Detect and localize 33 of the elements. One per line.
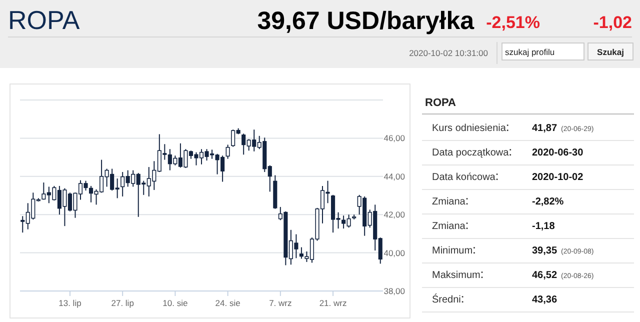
x-tick-label: 10. sie xyxy=(162,298,188,308)
category-label: Średni xyxy=(432,294,461,306)
x-tick-label: 13. lip xyxy=(58,298,82,308)
category-label: Minimum xyxy=(432,246,473,256)
text: -1,02 xyxy=(593,13,632,32)
category-label: Data końcowa xyxy=(432,172,496,183)
y-tick-label: 44,00 xyxy=(384,171,406,182)
category-label: Data początkowa xyxy=(432,148,510,158)
y-tick-label: 38,00 xyxy=(384,286,406,296)
y-tick-label: 40,00 xyxy=(384,248,406,258)
text: 2020-06-30 xyxy=(532,148,584,158)
chart-title: ROPA xyxy=(8,5,80,35)
category-label: Maksimum xyxy=(432,270,480,281)
text: -1,18 xyxy=(532,221,555,232)
search-button: Szukaj xyxy=(588,42,634,60)
text: -2,82% xyxy=(532,196,564,208)
y-tick-label: 42,00 xyxy=(384,210,406,220)
x-tick-label: 27. lip xyxy=(111,298,134,308)
chart-subtitle: 39,67 USD/baryłka xyxy=(257,7,476,35)
category-label: Zmiana xyxy=(432,221,466,232)
x-tick-label: 7. wrz xyxy=(269,298,292,308)
category-label: Kurs odniesienia xyxy=(432,123,506,134)
candlestick xyxy=(226,144,230,160)
text: 43,36 xyxy=(532,294,558,306)
search-field: szukaj profilu xyxy=(502,42,584,60)
text: 2020-10-02 xyxy=(532,172,584,183)
x-tick-label: 21. wrz xyxy=(319,298,347,308)
y-tick-label: 46,00 xyxy=(384,133,406,144)
category-label: Zmiana xyxy=(432,196,466,208)
text: -2,51% xyxy=(486,13,540,32)
x-tick-label: 24. sie xyxy=(215,298,241,308)
text: ROPA xyxy=(425,97,456,109)
text: 2020-10-02 10:31:00 xyxy=(409,48,488,58)
